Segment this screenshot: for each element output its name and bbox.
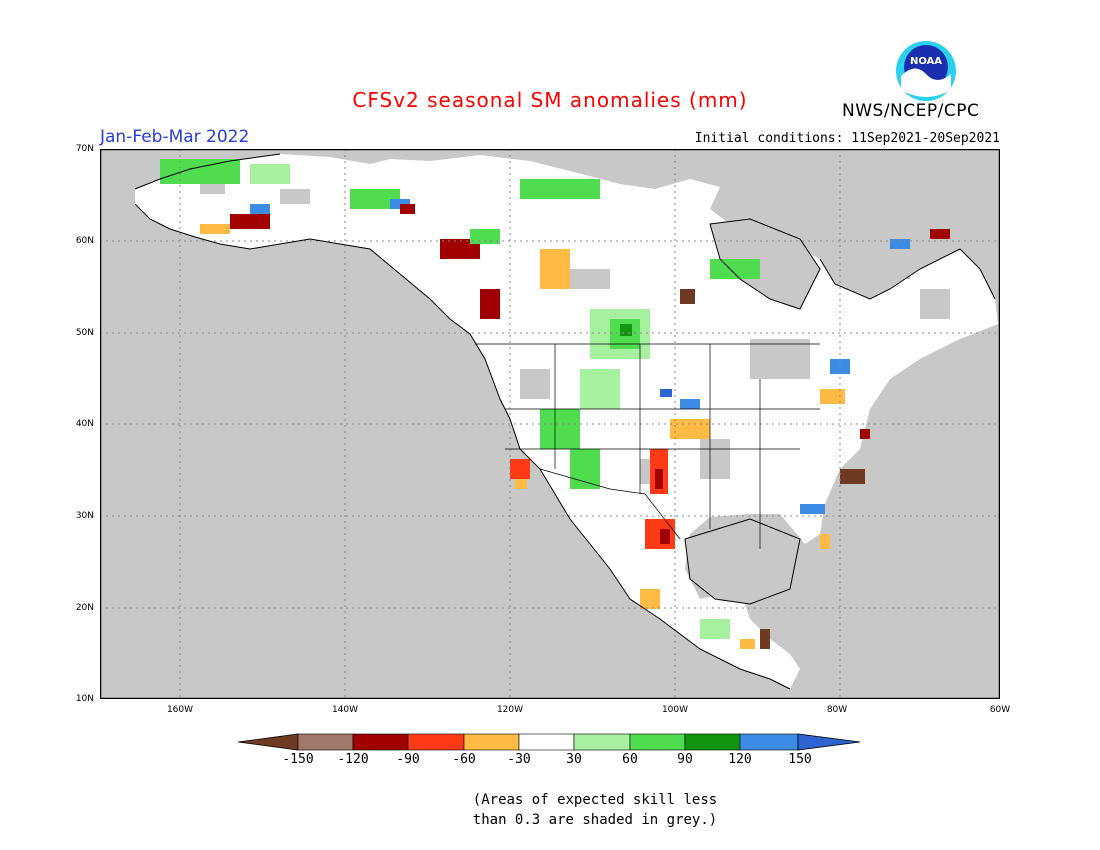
colorbar-bin-8 [684, 733, 741, 751]
colorbar-label-neg120: -120 [337, 752, 369, 767]
colorbar-label-150: 150 [788, 752, 812, 767]
lat-label-30n: 30N [75, 511, 94, 521]
colorbar-bin-4 [463, 733, 520, 751]
colorbar-bin-2 [352, 733, 409, 751]
colorbar-label-60: 60 [622, 752, 638, 767]
colorbar-bin-1 [297, 733, 354, 751]
colorbar-bin-7 [629, 733, 686, 751]
map-frame [100, 149, 1000, 699]
colorbar-high-arrow [797, 733, 861, 751]
footnote-line-2: than 0.3 are shaded in grey.) [472, 812, 718, 828]
anomaly-map [100, 149, 1000, 699]
lat-label-20n: 20N [75, 603, 94, 613]
colorbar-bin-5 [518, 733, 575, 751]
logo-text: NOAA [910, 56, 942, 67]
agency-label: NWS/NCEP/CPC [842, 101, 980, 121]
colorbar-bin-9 [739, 733, 799, 751]
lon-label-120w: 120W [496, 705, 524, 715]
lat-label-60n: 60N [75, 236, 94, 246]
colorbar-low-arrow [238, 733, 299, 751]
gulf-of-mexico [685, 519, 800, 604]
colorbar-bin-3 [407, 733, 465, 751]
graticule [100, 149, 1000, 699]
colorbar-label-neg30: -30 [507, 752, 531, 767]
lon-label-100w: 100W [661, 705, 689, 715]
lat-label-40n: 40N [75, 419, 94, 429]
chart-title: CFSv2 seasonal SM anomalies (mm) [352, 88, 748, 112]
colorbar-label-120: 120 [728, 752, 752, 767]
lon-label-60w: 60W [989, 705, 1011, 715]
lon-label-80w: 80W [826, 705, 848, 715]
initial-conditions: Initial conditions: 11Sep2021-20Sep2021 [694, 131, 1000, 146]
colorbar-label-30: 30 [566, 752, 582, 767]
colorbar-label-neg90: -90 [396, 752, 420, 767]
lon-label-140w: 140W [331, 705, 359, 715]
colorbar [238, 733, 861, 751]
political-borders [475, 343, 820, 549]
lat-label-10n: 10N [75, 694, 94, 704]
colorbar-label-neg150: -150 [282, 752, 314, 767]
forecast-period: Jan-Feb-Mar 2022 [100, 127, 250, 147]
lon-label-160w: 160W [166, 705, 194, 715]
footnote-line-1: (Areas of expected skill less [472, 792, 718, 808]
lat-label-50n: 50N [75, 328, 94, 338]
lat-label-70n: 70N [75, 144, 94, 154]
colorbar-label-neg60: -60 [452, 752, 476, 767]
colorbar-label-90: 90 [677, 752, 693, 767]
colorbar-bin-6 [573, 733, 631, 751]
coastline [134, 153, 996, 690]
noaa-logo: NOAA [896, 41, 956, 101]
